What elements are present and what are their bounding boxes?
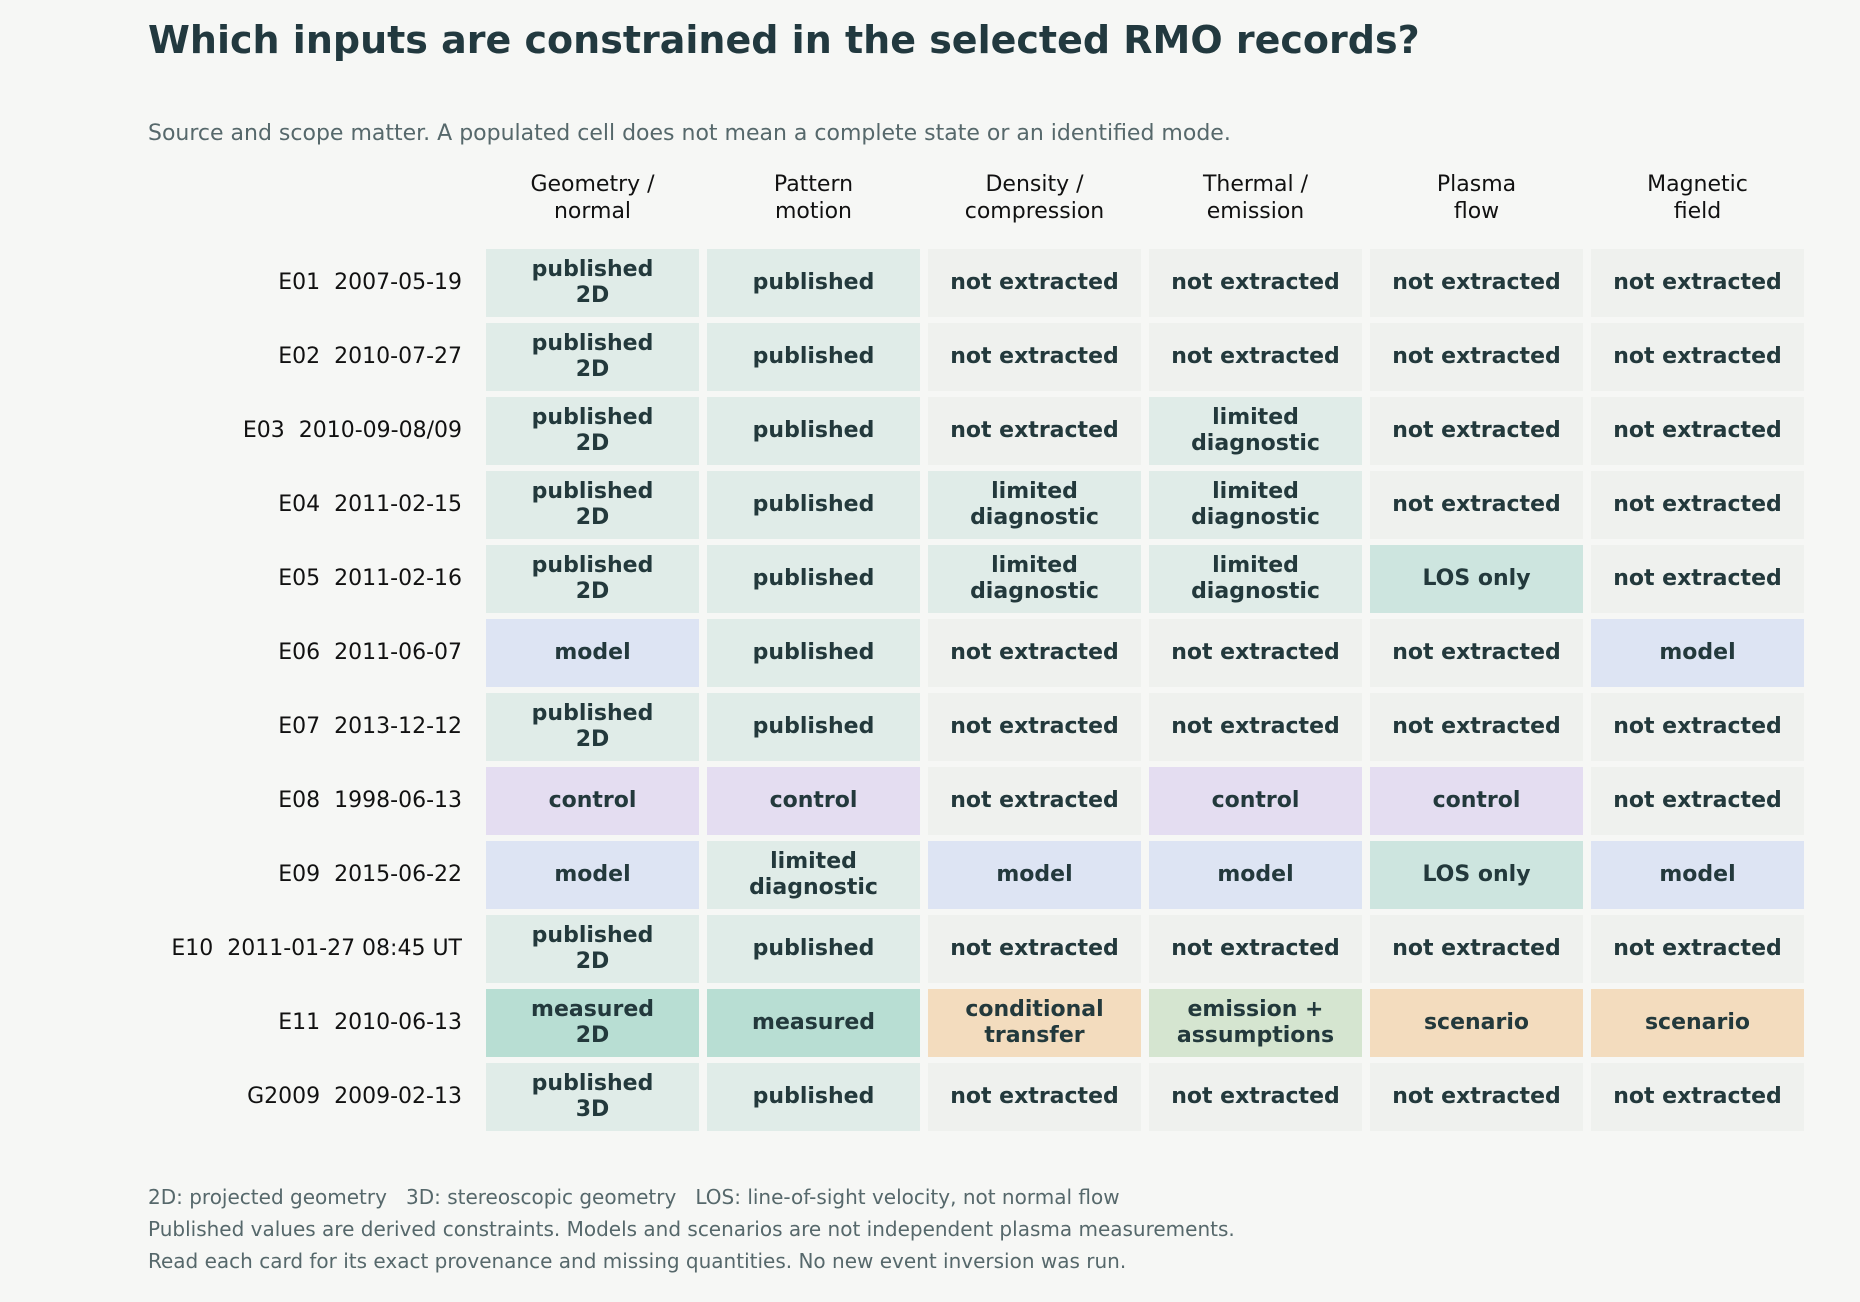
row-label: E06 2011-06-07 (278, 640, 462, 665)
row-label: E09 2015-06-22 (278, 862, 462, 887)
matrix-cell: limited diagnostic (1149, 545, 1362, 613)
matrix-cell: conditional transfer (928, 989, 1141, 1057)
matrix-cell: not extracted (1370, 1063, 1583, 1131)
matrix-cell: not extracted (928, 619, 1141, 687)
row-label: E03 2010-09-08/09 (242, 418, 462, 443)
matrix-cell: model (1149, 841, 1362, 909)
column-header: Pattern motion (773, 172, 854, 224)
matrix-cell: not extracted (1591, 545, 1804, 613)
footer-line-2: Published values are derived constraints… (148, 1217, 1235, 1241)
matrix-cell: not extracted (928, 1063, 1141, 1131)
matrix-cell: LOS only (1370, 545, 1583, 613)
chart-title: Which inputs are constrained in the sele… (148, 18, 1420, 62)
matrix-cell: published (707, 693, 920, 761)
matrix-cell: published 2D (486, 249, 699, 317)
matrix-cell: published (707, 545, 920, 613)
matrix-cell: published 2D (486, 915, 699, 983)
matrix-cell: control (1370, 767, 1583, 835)
matrix-cell: scenario (1370, 989, 1583, 1057)
matrix-cell: not extracted (1149, 915, 1362, 983)
matrix-cell: model (486, 619, 699, 687)
matrix-cell: not extracted (1370, 249, 1583, 317)
matrix-cell: measured (707, 989, 920, 1057)
matrix-cell: not extracted (928, 767, 1141, 835)
matrix-cell: not extracted (1591, 471, 1804, 539)
footer-line-1: 2D: projected geometry 3D: stereoscopic … (148, 1185, 1120, 1209)
row-label: E04 2011-02-15 (278, 492, 462, 517)
matrix-cell: model (1591, 619, 1804, 687)
matrix-cell: model (486, 841, 699, 909)
matrix-cell: LOS only (1370, 841, 1583, 909)
matrix-cell: published 2D (486, 693, 699, 761)
matrix-cell: limited diagnostic (928, 545, 1141, 613)
matrix-cell: limited diagnostic (928, 471, 1141, 539)
matrix-cell: limited diagnostic (707, 841, 920, 909)
matrix-cell: published (707, 249, 920, 317)
matrix-cell: model (1591, 841, 1804, 909)
column-header: Density / compression (964, 172, 1105, 224)
matrix-cell: not extracted (1370, 693, 1583, 761)
matrix-cell: emission + assumptions (1149, 989, 1362, 1057)
matrix-cell: control (1149, 767, 1362, 835)
matrix-cell: measured 2D (486, 989, 699, 1057)
matrix-cell: scenario (1591, 989, 1804, 1057)
matrix-cell: published 2D (486, 397, 699, 465)
matrix-cell: published (707, 397, 920, 465)
row-label: G2009 2009-02-13 (247, 1084, 462, 1109)
matrix-cell: not extracted (1149, 619, 1362, 687)
row-label: E05 2011-02-16 (278, 566, 462, 591)
column-header: Magnetic field (1647, 172, 1748, 224)
matrix-cell: not extracted (1149, 249, 1362, 317)
matrix-cell: published (707, 471, 920, 539)
row-label: E02 2010-07-27 (278, 344, 462, 369)
matrix-cell: published (707, 619, 920, 687)
matrix-cell: not extracted (1591, 767, 1804, 835)
matrix-cell: not extracted (1370, 619, 1583, 687)
matrix-cell: published (707, 323, 920, 391)
matrix-cell: not extracted (1370, 323, 1583, 391)
matrix-cell: not extracted (1370, 915, 1583, 983)
footer-line-3: Read each card for its exact provenance … (148, 1249, 1127, 1273)
row-label: E10 2011-01-27 08:45 UT (171, 936, 462, 961)
matrix-cell: not extracted (1370, 397, 1583, 465)
matrix-cell: not extracted (928, 323, 1141, 391)
row-label: E07 2013-12-12 (278, 714, 462, 739)
matrix-cell: published (707, 915, 920, 983)
row-label: E08 1998-06-13 (278, 788, 462, 813)
matrix-cell: published 3D (486, 1063, 699, 1131)
column-header: Plasma flow (1436, 172, 1517, 224)
chart-subtitle: Source and scope matter. A populated cel… (148, 121, 1231, 146)
matrix-cell: not extracted (1591, 1063, 1804, 1131)
matrix-cell: not extracted (928, 915, 1141, 983)
matrix-cell: published 2D (486, 471, 699, 539)
matrix-cell: limited diagnostic (1149, 471, 1362, 539)
matrix-cell: not extracted (928, 693, 1141, 761)
matrix-cell: not extracted (1591, 397, 1804, 465)
matrix-cell: control (707, 767, 920, 835)
matrix-cell: not extracted (1591, 323, 1804, 391)
matrix-cell: control (486, 767, 699, 835)
matrix-cell: not extracted (1149, 1063, 1362, 1131)
matrix-cell: not extracted (1591, 693, 1804, 761)
matrix-cell: not extracted (1149, 323, 1362, 391)
matrix-cell: not extracted (928, 249, 1141, 317)
matrix-cell: published (707, 1063, 920, 1131)
matrix-cell: published 2D (486, 323, 699, 391)
row-label: E01 2007-05-19 (278, 270, 462, 295)
matrix-cell: not extracted (1149, 693, 1362, 761)
column-header: Geometry / normal (530, 172, 655, 224)
row-label: E11 2010-06-13 (278, 1010, 462, 1035)
matrix-cell: not extracted (928, 397, 1141, 465)
matrix-cell: published 2D (486, 545, 699, 613)
matrix-cell: not extracted (1591, 915, 1804, 983)
matrix-cell: not extracted (1370, 471, 1583, 539)
matrix-cell: limited diagnostic (1149, 397, 1362, 465)
column-header: Thermal / emission (1202, 172, 1308, 224)
matrix-cell: model (928, 841, 1141, 909)
matrix-cell: not extracted (1591, 249, 1804, 317)
